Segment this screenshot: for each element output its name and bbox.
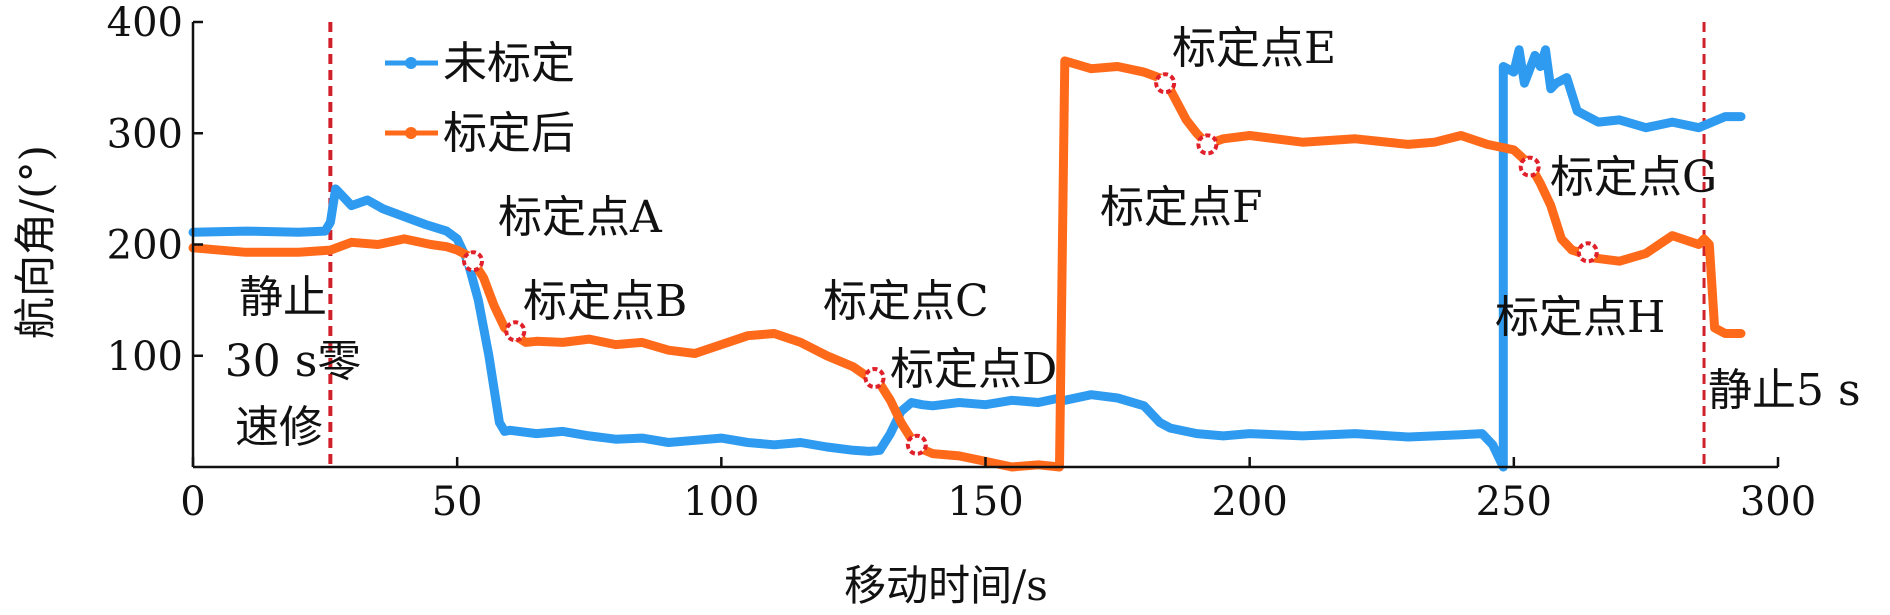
label-static-5s: 静止5 s	[1708, 365, 1861, 416]
label-point-a: 标定点A	[498, 192, 663, 243]
x-tick-label: 0	[180, 479, 205, 525]
label-point-e: 标定点E	[1172, 23, 1336, 74]
x-axis-label: 移动时间/s	[844, 561, 1048, 610]
series-line-calibrated	[188, 56, 1746, 472]
series-lines	[188, 45, 1746, 472]
x-tick-label: 250	[1476, 479, 1552, 525]
label-static-30s-line2: 30 s零	[225, 336, 362, 387]
calibration-points	[462, 72, 1599, 456]
y-tick-label: 200	[107, 223, 183, 269]
legend-label-calibrated: 标定后	[443, 108, 575, 159]
calibration-point-marker	[462, 250, 485, 273]
calibration-point-marker	[1196, 133, 1219, 156]
y-axis-label: 航向角/(°)	[11, 145, 60, 339]
label-point-g: 标定点G	[1550, 152, 1717, 203]
label-point-d: 标定点D	[890, 344, 1057, 395]
legend-marker-uncalibrated	[405, 57, 417, 69]
calibration-point-marker	[504, 320, 527, 343]
calibration-point-marker	[863, 367, 886, 389]
label-static-30s-line3: 速修	[235, 402, 323, 453]
y-tick-label: 100	[107, 334, 183, 380]
x-tick-label: 150	[947, 479, 1023, 525]
x-tick-label: 100	[683, 479, 759, 525]
y-tick-label: 300	[107, 111, 183, 157]
static-markers	[328, 22, 1706, 467]
label-point-c: 标定点C	[823, 276, 989, 327]
calibration-point-marker	[905, 433, 928, 456]
legend-label-uncalibrated: 未标定	[443, 38, 575, 89]
x-tick-label: 50	[432, 479, 483, 525]
legend-marker-calibrated	[405, 127, 417, 139]
series-line-uncalibrated	[188, 45, 1746, 472]
label-static-30s-line1: 静止	[239, 272, 327, 323]
calibration-point-marker	[1154, 72, 1177, 95]
label-point-b: 标定点B	[523, 276, 687, 327]
calibration-point-marker	[1576, 241, 1599, 264]
axes: 0 50 100 150 200 250 300 100 200 300 400	[107, 0, 1817, 525]
y-tick-label: 400	[107, 0, 183, 46]
legend: 未标定 标定后	[385, 38, 575, 159]
x-tick-label: 200	[1211, 479, 1287, 525]
label-point-f: 标定点F	[1100, 182, 1263, 233]
x-tick-label: 300	[1740, 479, 1816, 525]
label-point-h: 标定点H	[1495, 292, 1665, 343]
calibration-point-marker	[1518, 155, 1541, 178]
